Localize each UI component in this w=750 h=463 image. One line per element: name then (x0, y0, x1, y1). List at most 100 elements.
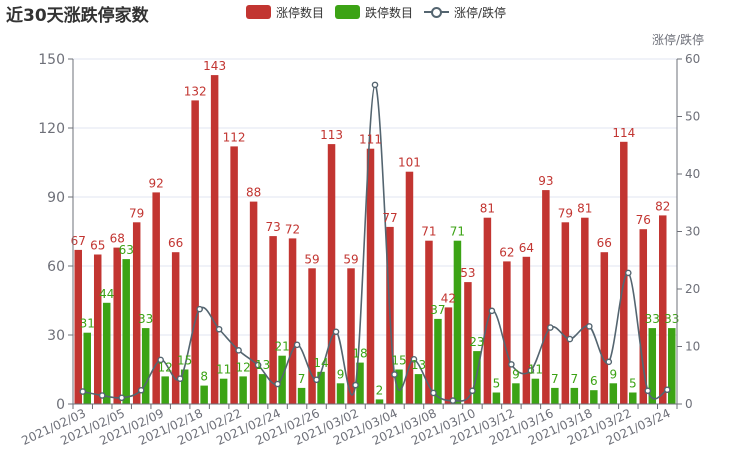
bar-limit-down (122, 259, 130, 404)
data-label-limit-down: 44 (99, 287, 114, 301)
y-right-tick-label: 50 (685, 110, 700, 124)
y-left-tick-label: 0 (56, 397, 65, 413)
ratio-point (391, 371, 398, 378)
legend-label-limit-down: 跌停数目 (365, 5, 414, 20)
bar-limit-up (464, 282, 472, 404)
data-label-limit-down: 9 (609, 367, 617, 381)
data-label-limit-down: 23 (469, 335, 484, 349)
ratio-point (235, 347, 242, 354)
bar-limit-up (132, 222, 141, 404)
data-label-limit-up: 67 (71, 234, 86, 248)
bar-limit-down (551, 387, 559, 404)
bar-limit-up (210, 75, 219, 404)
ratio-point (449, 397, 457, 404)
ratio-point (332, 328, 340, 336)
bar-limit-down (83, 332, 91, 404)
legend-item-limit-down[interactable]: 跌停数目 (335, 4, 413, 20)
bar-limit-up (444, 307, 453, 404)
chart-title: 近30天涨跌停家数 (6, 6, 149, 26)
data-label-limit-down: 11 (528, 363, 543, 377)
bar-limit-down (200, 385, 208, 404)
ratio-point (508, 361, 515, 368)
data-label-limit-up: 132 (184, 84, 207, 98)
y-right-tick-label: 40 (685, 167, 700, 181)
bar-limit-down (141, 328, 150, 404)
legend-swatch-limit-down (335, 5, 360, 19)
bar-limit-down (414, 374, 423, 404)
data-label-limit-up: 72 (285, 222, 300, 236)
data-label-limit-up: 79 (558, 206, 573, 220)
data-label-limit-up: 81 (577, 202, 592, 216)
ratio-point (98, 392, 106, 399)
bar-limit-up (93, 254, 102, 404)
bar-limit-up (405, 171, 414, 404)
bar-limit-up (542, 190, 550, 404)
data-label-limit-up: 71 (421, 225, 436, 239)
y-right-tick-label: 30 (685, 225, 700, 239)
bar-limit-up (347, 268, 355, 404)
data-label-limit-down: 15 (391, 354, 406, 368)
data-label-limit-up: 59 (343, 252, 358, 266)
ratio-point (79, 388, 87, 395)
bar-limit-down (668, 328, 676, 404)
bar-limit-up (600, 252, 609, 404)
data-label-limit-up: 88 (246, 186, 261, 200)
data-label-limit-down: 33 (645, 312, 660, 326)
legend-swatch-limit-up (246, 5, 271, 19)
ratio-point (118, 394, 126, 402)
bar-limit-down (102, 302, 111, 404)
legend-item-limit-up[interactable]: 涨停数目 (246, 4, 324, 20)
bar-series (74, 75, 676, 405)
data-label-limit-up: 42 (441, 291, 456, 305)
ratio-point (352, 381, 359, 389)
ratio-point (469, 387, 476, 395)
y-left-tick-label: 30 (47, 328, 65, 344)
data-label-limit-down: 31 (80, 317, 95, 331)
data-label-limit-down: 21 (274, 340, 289, 354)
data-label-limit-down: 5 (629, 377, 637, 391)
data-label-limit-up: 64 (519, 241, 534, 255)
data-label-limit-down: 15 (177, 354, 192, 368)
ratio-point (547, 324, 554, 331)
data-label-limit-up: 73 (265, 220, 280, 234)
y-left-tick-label: 120 (38, 121, 65, 137)
bar-limit-up (269, 236, 277, 404)
bar-limit-down (161, 376, 169, 404)
data-label-limit-down: 33 (138, 312, 153, 326)
bar-limit-down (473, 351, 481, 404)
data-label-limit-up: 77 (382, 211, 397, 225)
bar-limit-down (317, 371, 325, 404)
legend-item-ratio[interactable]: 涨停/跌停 (424, 4, 506, 20)
bar-limit-down (356, 362, 364, 404)
bar-limit-up (288, 238, 297, 404)
ratio-point (274, 380, 281, 388)
data-label-limit-up: 92 (149, 176, 164, 190)
ratio-point (566, 335, 574, 343)
data-label-limit-down: 5 (493, 377, 501, 391)
data-label-limit-up: 79 (129, 206, 144, 220)
bar-limit-up (522, 256, 531, 404)
bar-limit-up (74, 249, 82, 404)
y-right-tick-label: 10 (685, 340, 700, 354)
bar-limit-up (327, 144, 336, 404)
bar-limit-down (590, 390, 598, 404)
data-label-limit-down: 18 (352, 347, 367, 361)
data-label-limit-down: 12 (158, 360, 173, 374)
legend-label-limit-up: 涨停数目 (276, 5, 325, 20)
bar-limit-down (180, 369, 189, 404)
data-label-limit-up: 143 (203, 59, 226, 73)
data-label-limit-down: 71 (450, 225, 465, 239)
bar-limit-down (453, 240, 462, 404)
ratio-point (215, 325, 223, 333)
data-label-limit-up: 112 (223, 130, 246, 144)
data-label-limit-down: 33 (664, 312, 679, 326)
y-left-tick-label: 60 (47, 259, 65, 275)
legend-label-ratio: 涨停/跌停 (454, 5, 507, 20)
data-label-limit-up: 81 (480, 202, 495, 216)
data-label-limit-up: 68 (110, 232, 125, 246)
data-label-limit-up: 101 (398, 156, 421, 170)
ratio-point (254, 361, 262, 369)
data-label-limit-down: 13 (255, 358, 270, 372)
bar-limit-down (434, 318, 442, 404)
